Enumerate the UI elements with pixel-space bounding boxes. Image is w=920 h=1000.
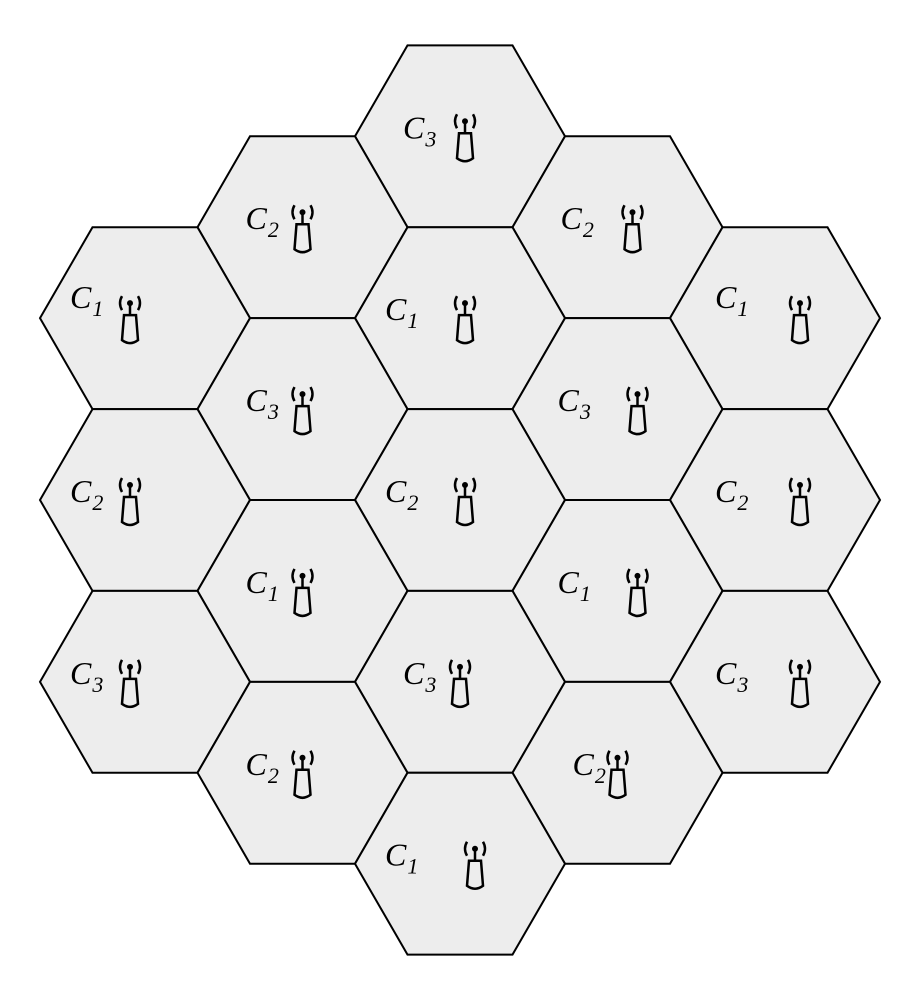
diagram-svg: C3C2C2C1C1C1C3C3C2C2C2C1C1C3C3C3C2C2C1 xyxy=(0,0,920,1000)
hexagonal-cell-diagram: C3C2C2C1C1C1C3C3C2C2C2C1C1C3C3C3C2C2C1 xyxy=(0,0,920,1000)
